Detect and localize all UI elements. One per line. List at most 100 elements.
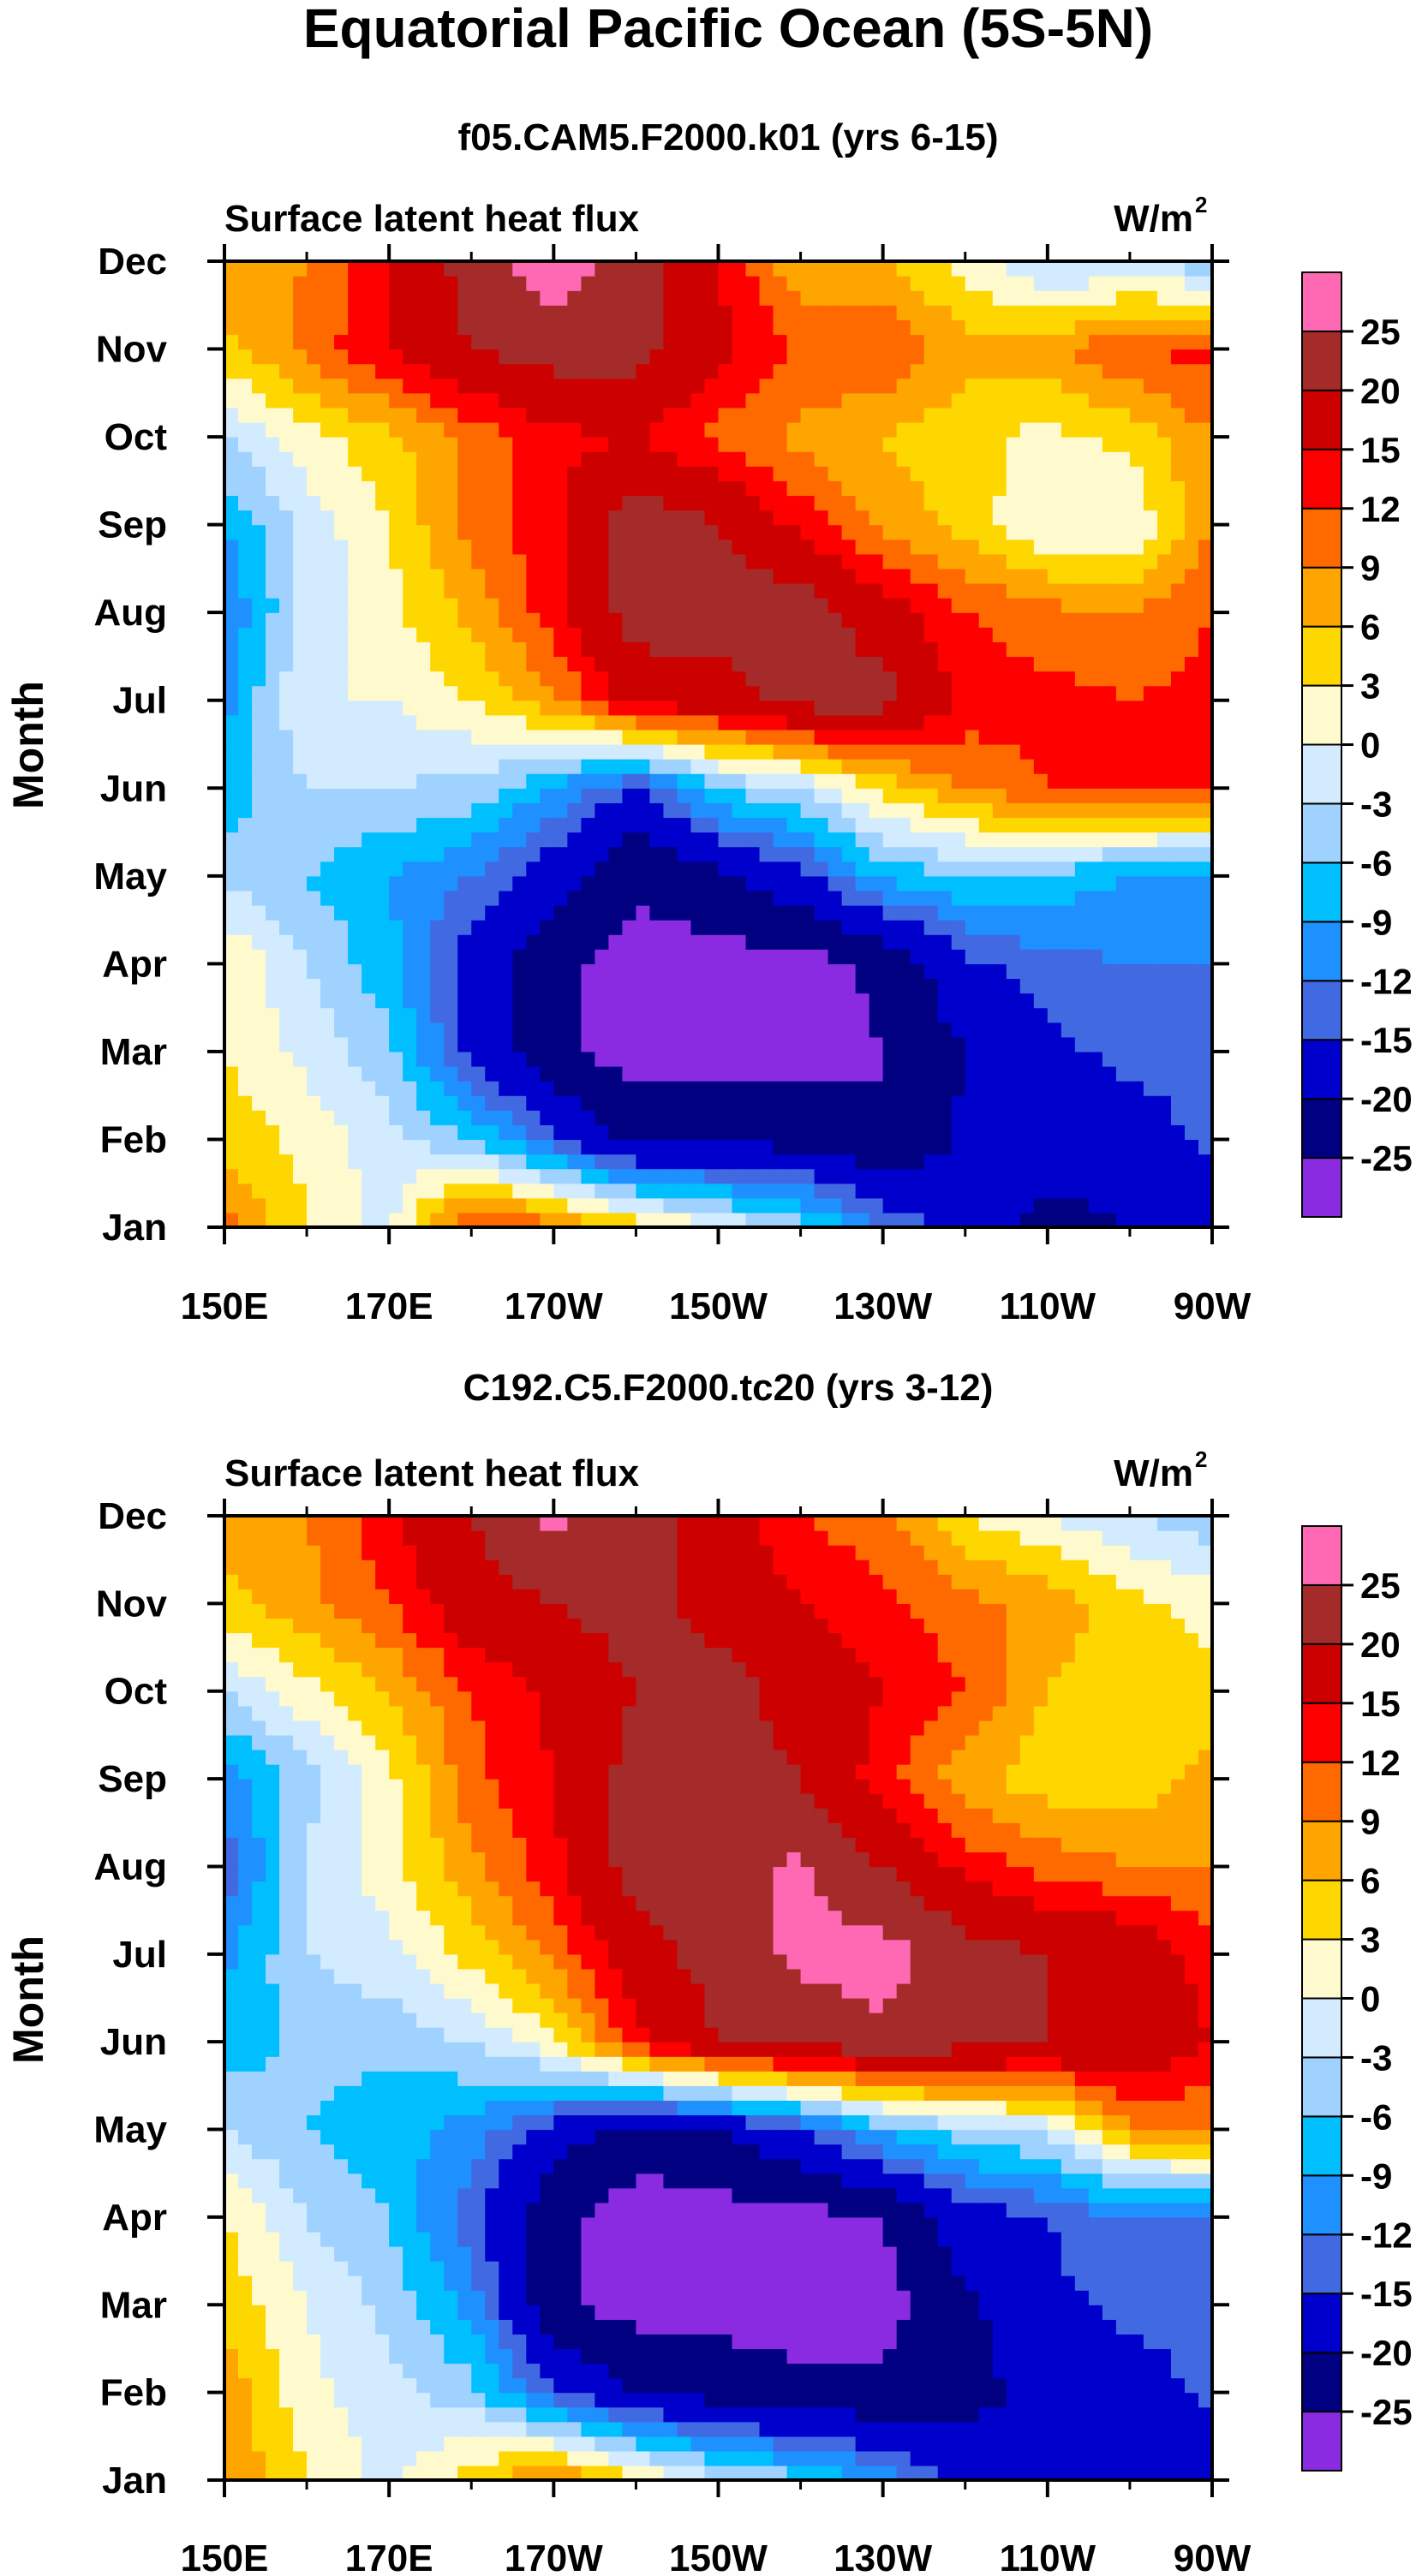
heatmap-cell <box>690 524 706 540</box>
heatmap-cell <box>786 612 802 628</box>
heatmap-cell <box>800 261 816 277</box>
heatmap-cell <box>608 276 623 291</box>
heatmap-cell <box>951 832 966 848</box>
heatmap-cell <box>266 1183 280 1199</box>
heatmap-cell <box>910 392 925 408</box>
heatmap-cell <box>1006 627 1021 642</box>
heatmap-cell <box>594 524 609 540</box>
heatmap-cell <box>704 349 720 365</box>
heatmap-cell <box>375 510 390 526</box>
heatmap-cell <box>1047 1007 1062 1023</box>
heatmap-cell <box>375 685 390 701</box>
heatmap-cell <box>869 378 884 394</box>
heatmap-cell <box>690 685 706 701</box>
heatmap-cell <box>266 392 280 408</box>
heatmap-cell <box>1170 1110 1186 1125</box>
heatmap-cell <box>594 627 609 642</box>
heatmap-cell <box>718 832 733 848</box>
heatmap-cell <box>608 553 623 569</box>
heatmap-cell <box>1198 510 1212 526</box>
heatmap-cell <box>512 1007 527 1023</box>
heatmap-cell <box>608 1007 623 1023</box>
heatmap-cell <box>1006 934 1021 950</box>
heatmap-cell <box>745 1081 761 1096</box>
heatmap-cell <box>594 1095 609 1111</box>
heatmap-cell <box>978 1007 994 1023</box>
heatmap-cell <box>430 305 445 320</box>
heatmap-cell <box>567 290 582 306</box>
heatmap-cell <box>718 920 733 935</box>
heatmap-cell <box>348 305 362 320</box>
heatmap-cell <box>677 407 692 423</box>
heatmap-cell <box>855 1036 870 1052</box>
heatmap-cell <box>485 2450 499 2466</box>
heatmap-cell <box>416 788 431 803</box>
heatmap-cell <box>307 2450 321 2466</box>
heatmap-cell <box>499 744 513 760</box>
heatmap-cell <box>965 1139 980 1155</box>
heatmap-cell <box>540 1197 554 1213</box>
heatmap-cell <box>1115 583 1131 599</box>
heatmap-cell <box>279 1183 294 1199</box>
heatmap-cell <box>416 349 431 365</box>
heatmap-cell <box>1129 261 1144 277</box>
heatmap-cell <box>1170 1183 1186 1199</box>
heatmap-cell <box>334 2465 349 2480</box>
heatmap-cell <box>882 319 898 336</box>
heatmap-cell <box>512 846 527 862</box>
heatmap-cell <box>978 1066 994 1082</box>
heatmap-cell <box>1074 480 1090 497</box>
heatmap-cell <box>1088 2465 1103 2480</box>
heatmap-cell <box>1033 641 1049 658</box>
heatmap-cell <box>485 963 499 980</box>
heatmap-cell <box>800 685 816 701</box>
heatmap-cell <box>1088 1110 1103 1125</box>
heatmap-cell <box>882 612 898 628</box>
heatmap-cell <box>252 1095 266 1111</box>
heatmap-cell <box>704 875 720 891</box>
heatmap-cell <box>457 1212 472 1227</box>
heatmap-cell <box>622 2465 637 2480</box>
heatmap-cell <box>869 1124 884 1141</box>
heatmap-cell <box>416 949 431 964</box>
heatmap-cell <box>786 875 802 891</box>
heatmap-cell <box>951 290 966 306</box>
heatmap-cell <box>759 1139 774 1155</box>
heatmap-cell <box>444 759 458 774</box>
heatmap-cell <box>1198 598 1212 613</box>
heatmap-cell <box>869 1154 884 1170</box>
heatmap-cell <box>361 700 376 716</box>
heatmap-cell <box>882 524 898 540</box>
heatmap-cell <box>1074 1036 1090 1052</box>
heatmap-cell <box>1019 290 1035 306</box>
heatmap-cell <box>978 1051 994 1067</box>
heatmap-cell <box>1129 700 1144 716</box>
heatmap-cell <box>416 875 431 891</box>
heatmap-cell <box>348 1124 362 1141</box>
heatmap-cell <box>1006 685 1021 701</box>
heatmap-cell <box>444 1081 458 1096</box>
heatmap-cell <box>1184 1154 1199 1170</box>
heatmap-cell <box>663 1168 678 1184</box>
heatmap-cell <box>828 1066 843 1082</box>
heatmap-cell <box>1047 1051 1062 1067</box>
heatmap-cell <box>266 451 280 467</box>
heatmap-cell <box>622 334 637 350</box>
heatmap-cell <box>951 392 966 408</box>
heatmap-cell <box>882 583 898 599</box>
heatmap-cell <box>814 1110 829 1125</box>
heatmap-cell <box>882 759 898 774</box>
heatmap-cell <box>1088 334 1103 350</box>
heatmap-cell <box>882 1212 898 1227</box>
heatmap-cell <box>279 714 294 730</box>
heatmap-cell <box>923 1081 939 1096</box>
heatmap-cell <box>512 978 527 994</box>
heatmap-cell <box>444 1212 458 1227</box>
heatmap-cell <box>732 1007 747 1023</box>
y-tick-label: Oct <box>105 416 168 458</box>
heatmap-cell <box>1088 759 1103 774</box>
heatmap-cell <box>403 392 417 408</box>
heatmap-cell <box>759 261 774 277</box>
heatmap-cell <box>512 334 527 350</box>
heatmap-cell <box>896 627 911 642</box>
